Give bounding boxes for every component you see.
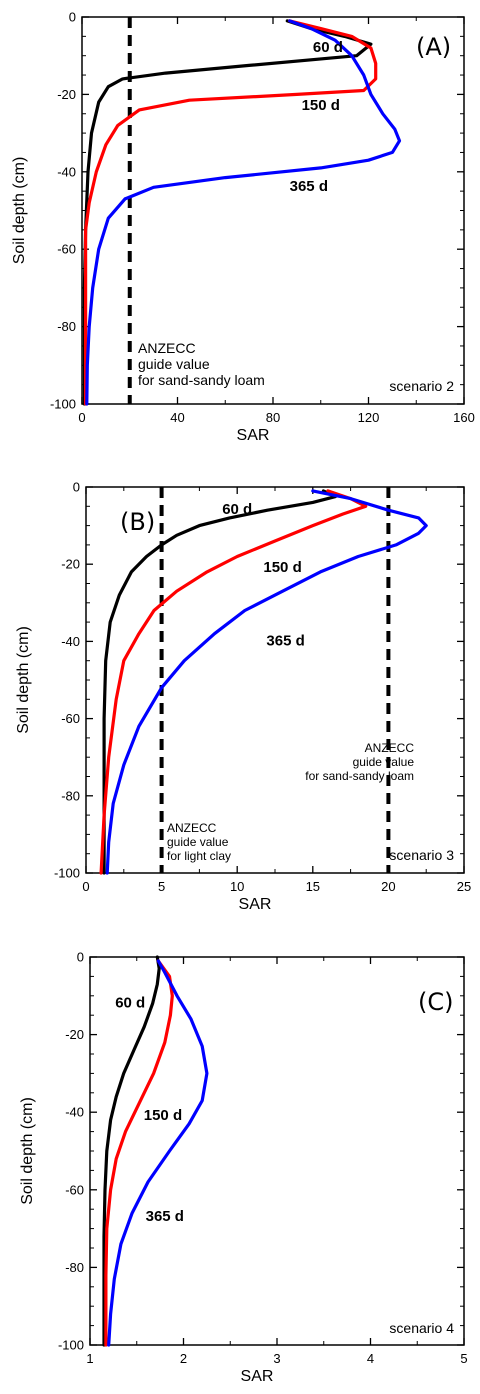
- guide-line-label: guide value: [353, 755, 415, 769]
- y-tick-label: -40: [65, 1105, 84, 1120]
- y-tick-label: -60: [61, 711, 80, 726]
- x-tick-label: 0: [82, 879, 89, 894]
- chart-panel-2: 0 5 10 15 20 25 0 -20 -40 -60 -80 -100 SAR Soil depth…: [15, 480, 471, 914]
- guide-line-label: for light clay: [167, 849, 231, 863]
- x-tick-label: 4: [367, 1351, 374, 1366]
- panel-label: (B): [120, 508, 155, 536]
- y-axis-label: Soil depth (cm): [19, 1097, 36, 1205]
- x-tick-label: 15: [306, 879, 320, 894]
- series-label: 365 d: [266, 632, 304, 649]
- series-label: 150 d: [302, 97, 340, 114]
- x-tick-label: 5: [460, 1351, 467, 1366]
- chart-panel-3: 1 2 3 4 5 0 -20 -40 -60 -80 -100 SAR Soil depth (cm)…: [19, 950, 468, 1386]
- series-line-60d: [102, 955, 161, 1347]
- series-line-60d: [82, 19, 373, 406]
- series-line-150d: [99, 489, 368, 875]
- series-line-365d: [105, 489, 428, 875]
- y-tick-label: 0: [77, 950, 84, 965]
- series-line-60d: [102, 489, 338, 875]
- chart-panel-1: 0 40 80 120 160 0 -20 -40 -60 -80 -100 SAR Soil dept…: [11, 10, 475, 445]
- y-tick-label: -20: [57, 87, 76, 102]
- x-tick-label: 25: [457, 879, 471, 894]
- guide-line-label: guide value: [138, 356, 210, 372]
- x-tick-label: 80: [266, 410, 280, 425]
- guide-line-label: ANZECC: [167, 821, 217, 835]
- x-axis-label: SAR: [241, 1368, 274, 1385]
- x-axis-label: SAR: [239, 896, 272, 913]
- y-tick-label: -100: [50, 397, 76, 412]
- scenario-label: scenario 3: [389, 847, 454, 863]
- guide-line-label: for sand-sandy loam: [138, 372, 265, 388]
- y-axis-label: Soil depth (cm): [15, 626, 32, 734]
- plot-frame: [89, 956, 465, 1346]
- y-tick-label: -40: [57, 164, 76, 179]
- y-tick-label: -80: [65, 1260, 84, 1275]
- series-label: 60 d: [313, 39, 343, 56]
- x-tick-label: 0: [78, 410, 85, 425]
- x-tick-label: 3: [273, 1351, 280, 1366]
- y-tick-label: -80: [57, 319, 76, 334]
- y-tick-label: 0: [73, 480, 80, 495]
- y-tick-label: -60: [65, 1182, 84, 1197]
- y-tick-label: -80: [61, 788, 80, 803]
- x-axis-label: SAR: [237, 427, 270, 444]
- series-label: 365 d: [146, 1208, 184, 1225]
- x-tick-label: 160: [453, 410, 475, 425]
- guide-line-label: guide value: [167, 835, 229, 849]
- y-tick-label: -20: [61, 557, 80, 572]
- panel-label: (C): [418, 988, 453, 1016]
- guide-line-label: ANZECC: [365, 741, 415, 755]
- series-label: 150 d: [263, 559, 301, 576]
- y-tick-label: -100: [54, 866, 80, 881]
- series-line-365d: [107, 959, 209, 1347]
- series-label: 150 d: [144, 1107, 182, 1124]
- scenario-label: scenario 2: [389, 378, 454, 394]
- guide-line-label: for sand-sandy loam: [305, 769, 414, 783]
- y-tick-label: 0: [69, 10, 76, 25]
- series-line-150d: [84, 19, 378, 406]
- y-tick-label: -20: [65, 1027, 84, 1042]
- x-tick-label: 10: [230, 879, 244, 894]
- y-tick-label: -100: [58, 1338, 84, 1353]
- series-label: 60 d: [222, 501, 252, 518]
- x-tick-label: 120: [358, 410, 380, 425]
- series-label: 365 d: [290, 178, 328, 195]
- x-tick-label: 40: [170, 410, 184, 425]
- x-tick-label: 1: [86, 1351, 93, 1366]
- x-tick-label: 20: [381, 879, 395, 894]
- series-label: 60 d: [115, 994, 145, 1011]
- x-tick-label: 2: [180, 1351, 187, 1366]
- series-line-365d: [85, 19, 402, 406]
- y-tick-label: -60: [57, 242, 76, 257]
- series-line-150d: [104, 959, 174, 1347]
- panel-label: (A): [416, 33, 451, 61]
- y-axis-label: Soil depth (cm): [11, 157, 28, 265]
- y-tick-label: -40: [61, 634, 80, 649]
- guide-line-label: ANZECC: [138, 340, 196, 356]
- x-tick-label: 5: [158, 879, 165, 894]
- scenario-label: scenario 4: [389, 1320, 454, 1336]
- plot-frame: [85, 486, 465, 874]
